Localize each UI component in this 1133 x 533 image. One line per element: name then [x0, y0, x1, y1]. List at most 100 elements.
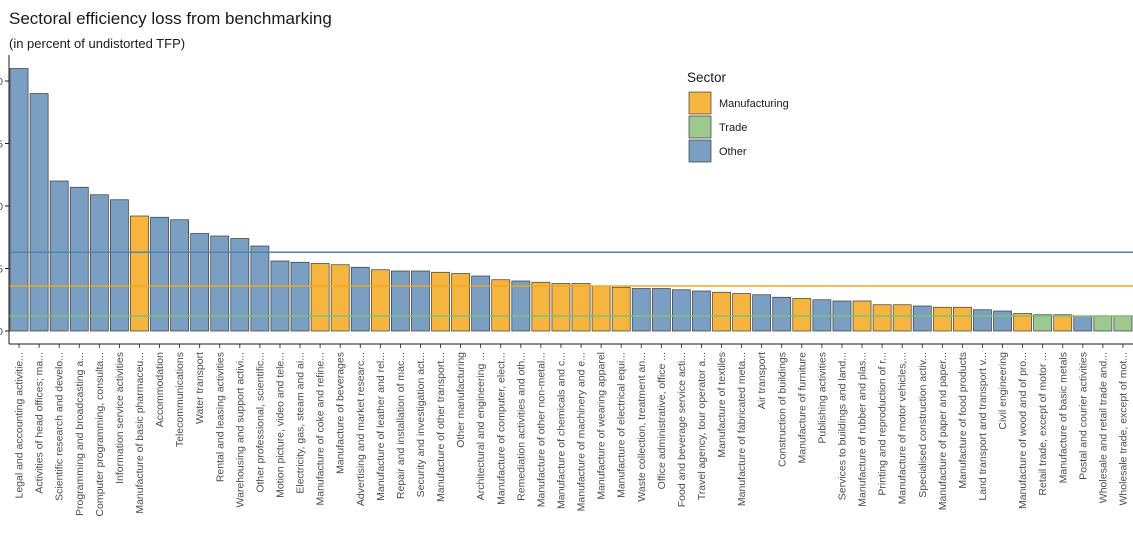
x-tick-label: Water transport — [194, 352, 206, 424]
bar — [49, 180, 69, 332]
x-tick-label: Services to buildings and land... — [836, 352, 848, 500]
bar — [651, 288, 671, 332]
x-tick-labels: Legal and accounting activitie... Activit… — [14, 352, 1130, 517]
bar — [973, 309, 992, 332]
x-tick-label: Waste collection, treatment an... — [636, 352, 648, 502]
bar — [1053, 314, 1073, 332]
x-tick-label: Telecommunications — [174, 352, 186, 447]
bar — [591, 285, 611, 332]
x-tick-label: Manufacture of textiles — [716, 352, 728, 458]
x-tick-label: Air transport — [756, 352, 768, 409]
x-tick-label: Activities of head offices; ma... — [34, 352, 46, 494]
bar — [170, 219, 189, 332]
bar — [250, 245, 270, 332]
bar — [551, 283, 571, 332]
bar — [370, 269, 390, 332]
bar — [69, 186, 89, 332]
bar — [772, 296, 792, 332]
x-tick-label: Remediation activities and oth... — [515, 352, 527, 501]
bar — [953, 306, 972, 332]
bar — [150, 216, 169, 332]
bar — [110, 199, 129, 332]
x-tick-label: Civil engineering — [997, 352, 1009, 430]
x-tick-label: Manufacture of basic pharmaceu... — [134, 352, 146, 514]
bar — [712, 291, 731, 332]
x-tick-label: Manufacture of food products — [957, 352, 969, 489]
x-tick-label: Manufacture of wearing apparel — [596, 352, 608, 500]
x-tick-label: Programming and broadcasting a... — [74, 352, 86, 516]
x-tick-label: Information service activities — [114, 352, 126, 484]
bar — [611, 286, 631, 332]
bar — [732, 293, 751, 332]
bar — [210, 235, 230, 332]
legend-label: Manufacturing — [719, 98, 789, 110]
legend-swatch — [688, 91, 712, 115]
x-tick-label: Scientific research and develo... — [54, 352, 66, 501]
chart-subtitle: (in percent of undistorted TFP) — [9, 36, 186, 51]
bar — [872, 304, 892, 332]
x-tick-label: Manufacture of beverages — [335, 352, 347, 474]
y-tick-label: 0 — [0, 326, 3, 338]
x-tick-label: Travel agency, tour operator a... — [696, 352, 708, 500]
x-tick-label: Manufacture of computer, elect... — [495, 352, 507, 505]
x-tick-label: Specialised construction activ... — [917, 352, 929, 498]
x-tick-label: Manufacture of machinery and e... — [576, 352, 588, 511]
bar — [912, 305, 932, 332]
legend-swatch — [688, 139, 712, 163]
x-tick-label: Manufacture of furniture — [796, 352, 808, 464]
chart-title: Sectoral efficiency loss from benchmarki… — [9, 9, 332, 28]
bar — [631, 288, 651, 332]
bar — [511, 280, 531, 332]
bar — [290, 261, 310, 332]
x-tick-label: Manufacture of basic metals — [1057, 352, 1069, 483]
bar — [1073, 315, 1093, 332]
axes: 0 5 10 15 20 — [0, 55, 1133, 348]
bar — [692, 290, 711, 332]
bar — [391, 270, 410, 332]
legend-swatch — [688, 115, 712, 139]
bar — [892, 304, 912, 332]
bar — [792, 298, 812, 332]
bar — [330, 264, 350, 332]
x-tick-label: Retail trade, except of motor ... — [1037, 352, 1049, 496]
bar — [1113, 315, 1133, 332]
bar — [350, 266, 370, 332]
bar — [310, 263, 330, 332]
bar — [471, 275, 491, 332]
y-tick-label: 20 — [0, 76, 3, 88]
bar — [411, 270, 430, 332]
x-tick-label: Repair and installation of mac... — [395, 352, 407, 499]
x-tick-label: Publishing activities — [816, 352, 828, 444]
bar — [672, 289, 691, 332]
x-tick-label: Security and investigation act... — [415, 352, 427, 497]
legend-title: Sector — [687, 70, 727, 85]
bar — [230, 238, 250, 332]
x-tick-label: Other professional, scientific... — [254, 352, 266, 493]
legend-label: Other — [719, 146, 747, 158]
x-tick-label: Food and beverage service acti... — [676, 352, 688, 507]
x-tick-label: Postal and courier activities — [1077, 352, 1089, 480]
y-tick-label: 15 — [0, 139, 3, 151]
x-tick-label: Manufacture of leather and rel... — [375, 352, 387, 501]
bar — [571, 283, 591, 332]
x-tick-label: Manufacture of other transport... — [435, 352, 447, 502]
x-tick-label: Motion picture, video and tele... — [274, 352, 286, 498]
x-tick-label: Manufacture of other non-metal... — [535, 352, 547, 507]
x-tick-label: Manufacture of fabricated meta... — [736, 352, 748, 506]
y-tick-label: 10 — [0, 201, 3, 213]
bar — [491, 279, 511, 332]
x-tick-label: Computer programming, consulta... — [94, 352, 106, 517]
x-tick-label: Wholesale and retail trade and... — [1097, 352, 1109, 503]
bar — [531, 281, 551, 332]
bars-group — [9, 68, 1133, 332]
x-tick-label: Manufacture of wood and of pro... — [1017, 352, 1029, 509]
x-tick-label: Manufacture of motor vehicles,... — [897, 352, 909, 504]
bar — [29, 93, 49, 332]
x-tick-label: Manufacture of rubber and plas... — [857, 352, 869, 507]
x-tick-label: Architectural and engineering ... — [475, 352, 487, 500]
x-tick-label: Office administrative, office ... — [656, 352, 668, 489]
legend-label: Trade — [719, 122, 747, 134]
bar — [1033, 314, 1053, 332]
reference-lines-overlay — [9, 251, 1133, 317]
